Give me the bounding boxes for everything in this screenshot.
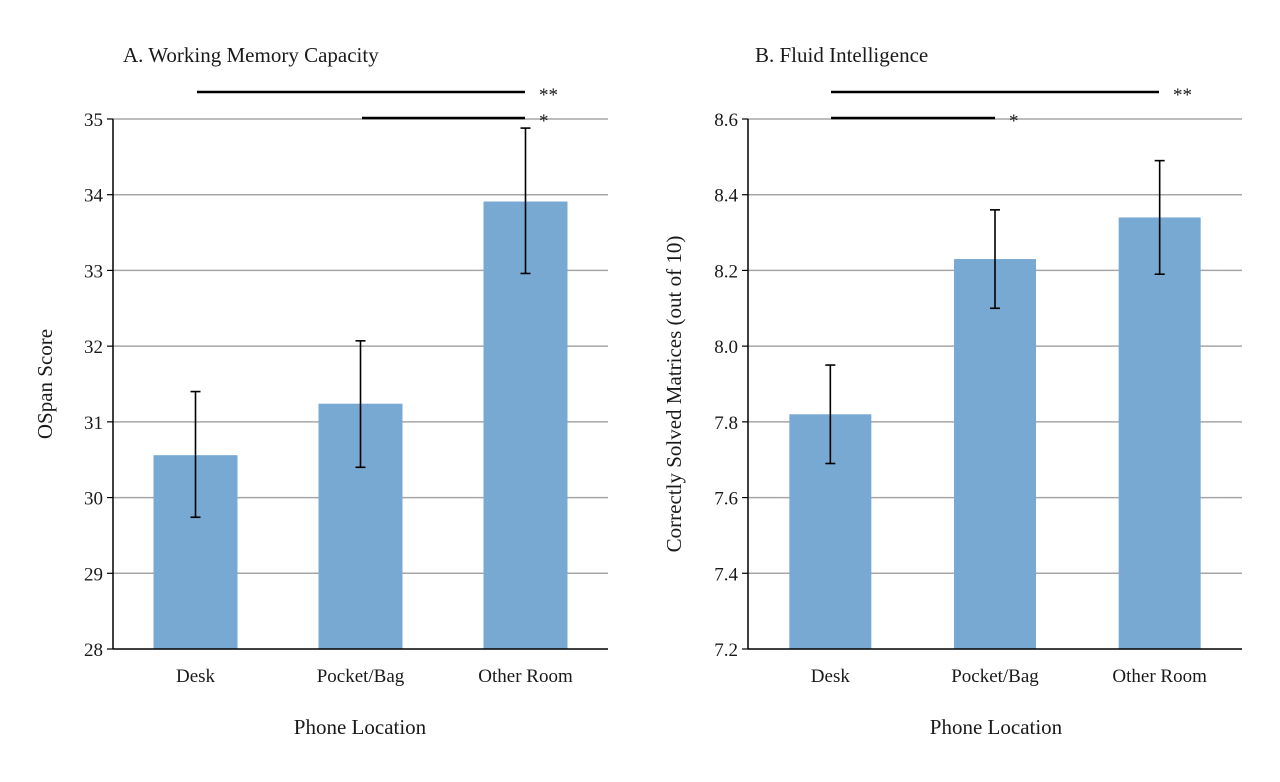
significance-label: * (1009, 111, 1019, 132)
y-tick-label: 8.6 (714, 110, 738, 131)
significance-label: ** (1173, 85, 1192, 106)
y-tick-label: 8.4 (714, 186, 738, 207)
chart-a-ylabel: OSpan Score (33, 329, 57, 439)
x-tick-label: Other Room (478, 666, 573, 687)
y-tick-label: 7.8 (714, 413, 738, 434)
chart-a-plot: 28 29 30 31 32 33 34 35 Desk Pocket/Bag Other Room… (84, 85, 608, 687)
y-tick-label: 34 (84, 186, 104, 207)
bar (483, 201, 568, 649)
chart-b-xlabel: Phone Location (930, 715, 1063, 739)
chart-b-plot: 7.2 7.4 7.6 7.8 8.0 8.2 8.4 8.6 Desk Pocket/Bag Ot… (714, 85, 1242, 687)
chart-a-xlabel: Phone Location (294, 715, 427, 739)
y-tick-label: 7.6 (714, 489, 738, 510)
significance-label: * (539, 111, 549, 132)
y-tick-label: 7.2 (714, 640, 738, 661)
chart-b-ylabel: Correctly Solved Matrices (out of 10) (662, 236, 686, 553)
y-tick-label: 28 (84, 640, 103, 661)
x-tick-label: Pocket/Bag (951, 666, 1039, 687)
y-tick-label: 29 (84, 564, 103, 585)
x-tick-label: Desk (176, 666, 216, 687)
y-tick-label: 33 (84, 261, 103, 282)
chart-a-title: A. Working Memory Capacity (123, 43, 379, 67)
significance-label: ** (539, 85, 558, 106)
y-tick-label: 8.0 (714, 337, 738, 358)
chart-a-working-memory: A. Working Memory Capacity OSpan Score P… (33, 43, 608, 739)
x-tick-label: Other Room (1112, 666, 1207, 687)
y-tick-label: 31 (84, 413, 103, 434)
y-tick-label: 35 (84, 110, 103, 131)
y-tick-label: 30 (84, 489, 103, 510)
x-tick-label: Desk (811, 666, 851, 687)
bar (1118, 217, 1201, 649)
chart-b-title: B. Fluid Intelligence (755, 43, 928, 67)
y-tick-label: 7.4 (714, 564, 738, 585)
y-tick-label: 8.2 (714, 261, 738, 282)
x-tick-label: Pocket/Bag (317, 666, 405, 687)
chart-b-fluid-intelligence: B. Fluid Intelligence Correctly Solved M… (662, 43, 1242, 739)
bar (954, 259, 1036, 649)
y-tick-label: 32 (84, 337, 103, 358)
